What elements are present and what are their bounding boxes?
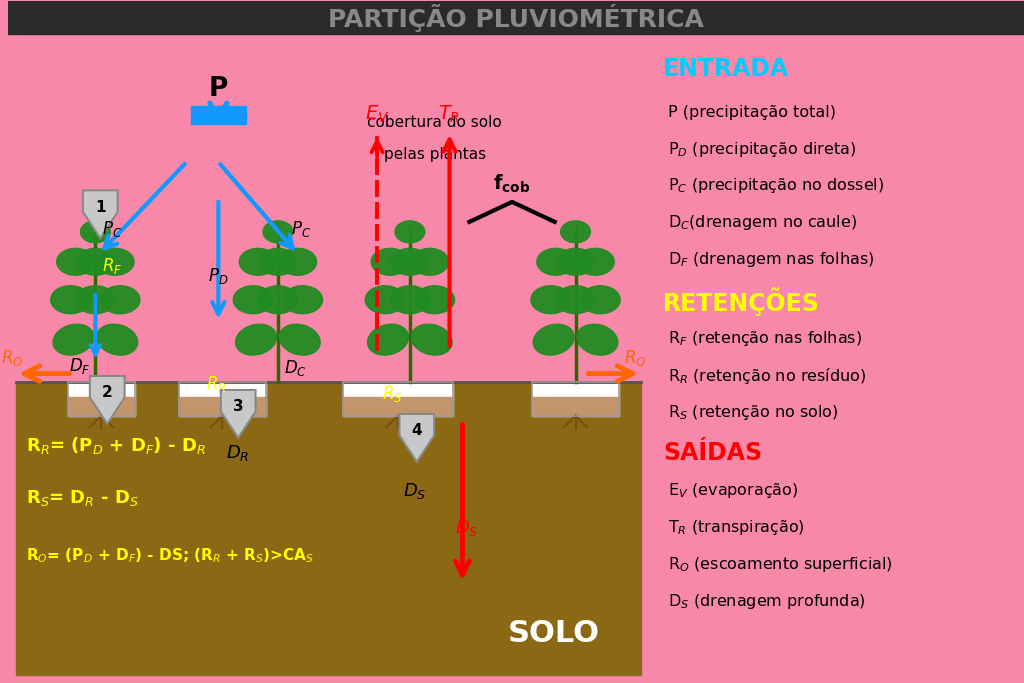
Bar bbox=[68, 382, 135, 415]
Text: PARTIÇÃO PLUVIOMÉTRICA: PARTIÇÃO PLUVIOMÉTRICA bbox=[328, 4, 703, 32]
Ellipse shape bbox=[279, 249, 316, 275]
Bar bbox=[343, 382, 453, 415]
Ellipse shape bbox=[56, 249, 94, 275]
Text: ENTRADA: ENTRADA bbox=[663, 57, 790, 81]
Ellipse shape bbox=[561, 221, 591, 243]
Text: $R_S$: $R_S$ bbox=[382, 384, 402, 404]
Ellipse shape bbox=[530, 285, 570, 313]
Text: $D_F$: $D_F$ bbox=[69, 356, 90, 376]
Text: RETENÇÕES: RETENÇÕES bbox=[663, 288, 820, 316]
Text: SAÍDAS: SAÍDAS bbox=[663, 441, 762, 465]
Ellipse shape bbox=[534, 324, 574, 355]
Bar bbox=[68, 382, 135, 415]
Text: $P_C$: $P_C$ bbox=[102, 219, 122, 239]
Ellipse shape bbox=[391, 249, 429, 275]
Ellipse shape bbox=[259, 249, 297, 275]
Ellipse shape bbox=[236, 324, 276, 355]
Ellipse shape bbox=[556, 285, 595, 313]
Text: $R_F$: $R_F$ bbox=[102, 256, 123, 276]
Ellipse shape bbox=[395, 221, 425, 243]
Ellipse shape bbox=[53, 324, 94, 355]
Text: R$_S$= D$_R$ - D$_S$: R$_S$= D$_R$ - D$_S$ bbox=[26, 488, 139, 508]
Text: R$_S$ (retenção no solo): R$_S$ (retenção no solo) bbox=[668, 403, 839, 422]
Ellipse shape bbox=[96, 249, 134, 275]
Bar bbox=[178, 397, 266, 415]
Text: R$_R$= (P$_D$ + D$_F$) - D$_R$: R$_R$= (P$_D$ + D$_F$) - D$_R$ bbox=[26, 435, 206, 456]
Ellipse shape bbox=[537, 249, 574, 275]
Ellipse shape bbox=[366, 285, 404, 313]
Text: P$_C$ (precipitação no dossel): P$_C$ (precipitação no dossel) bbox=[668, 176, 884, 195]
Bar bbox=[178, 382, 266, 415]
Ellipse shape bbox=[415, 285, 455, 313]
Ellipse shape bbox=[77, 249, 115, 275]
Text: $D_C$: $D_C$ bbox=[285, 358, 307, 378]
Polygon shape bbox=[399, 414, 434, 462]
Text: $D_S$: $D_S$ bbox=[403, 482, 427, 501]
Polygon shape bbox=[221, 390, 256, 438]
Ellipse shape bbox=[368, 324, 409, 355]
Bar bbox=[343, 382, 453, 415]
Text: D$_F$ (drenagem nas folhas): D$_F$ (drenagem nas folhas) bbox=[668, 250, 874, 269]
Text: $R_O$: $R_O$ bbox=[624, 348, 646, 367]
Ellipse shape bbox=[76, 285, 115, 313]
Polygon shape bbox=[90, 376, 125, 424]
Bar bbox=[16, 382, 641, 675]
Text: cobertura do solo: cobertura do solo bbox=[368, 115, 502, 130]
Ellipse shape bbox=[263, 221, 293, 243]
Text: $R_R$: $R_R$ bbox=[206, 374, 226, 393]
Text: $\mathbf{P}$: $\mathbf{P}$ bbox=[208, 76, 228, 102]
Ellipse shape bbox=[81, 221, 111, 243]
Text: R$_R$ (retenção no resíduo): R$_R$ (retenção no resíduo) bbox=[668, 365, 866, 386]
Text: $E_V$: $E_V$ bbox=[365, 103, 389, 125]
Bar bbox=[178, 382, 266, 415]
Ellipse shape bbox=[283, 285, 323, 313]
Text: pelas plantas: pelas plantas bbox=[384, 147, 485, 161]
Text: $\mathbf{f_{cob}}$: $\mathbf{f_{cob}}$ bbox=[494, 173, 530, 195]
Bar bbox=[343, 397, 453, 415]
Ellipse shape bbox=[371, 249, 409, 275]
Ellipse shape bbox=[412, 324, 453, 355]
Text: 2: 2 bbox=[101, 385, 113, 400]
Ellipse shape bbox=[557, 249, 594, 275]
Ellipse shape bbox=[233, 285, 273, 313]
Text: R$_O$ (escoamento superficial): R$_O$ (escoamento superficial) bbox=[668, 555, 893, 574]
Text: R$_F$ (retenção nas folhas): R$_F$ (retenção nas folhas) bbox=[668, 329, 862, 348]
Bar bbox=[531, 382, 620, 415]
Text: $R_O$: $R_O$ bbox=[1, 348, 24, 367]
Ellipse shape bbox=[577, 324, 617, 355]
Text: D$_S$ (drenagem profunda): D$_S$ (drenagem profunda) bbox=[668, 591, 865, 611]
Text: R$_O$= (P$_D$ + D$_F$) - DS; (R$_R$ + R$_S$)>CA$_S$: R$_O$= (P$_D$ + D$_F$) - DS; (R$_R$ + R$… bbox=[26, 546, 314, 565]
Ellipse shape bbox=[96, 324, 137, 355]
Text: T$_R$ (transpiração): T$_R$ (transpiração) bbox=[668, 518, 805, 537]
Text: $D_S$: $D_S$ bbox=[455, 518, 478, 538]
Text: 4: 4 bbox=[412, 423, 422, 438]
Bar bbox=[531, 397, 620, 415]
Text: $T_R$: $T_R$ bbox=[438, 103, 461, 125]
Ellipse shape bbox=[390, 285, 430, 313]
Text: $P_C$: $P_C$ bbox=[291, 219, 310, 239]
Text: P (precipitação total): P (precipitação total) bbox=[668, 104, 836, 120]
Ellipse shape bbox=[258, 285, 298, 313]
FancyArrow shape bbox=[191, 106, 246, 124]
Text: D$_C$(drenagem no caule): D$_C$(drenagem no caule) bbox=[668, 213, 857, 232]
Ellipse shape bbox=[50, 285, 90, 313]
Text: E$_V$ (evaporação): E$_V$ (evaporação) bbox=[668, 481, 799, 500]
Bar bbox=[8, 1, 1024, 34]
Ellipse shape bbox=[411, 249, 449, 275]
Text: 3: 3 bbox=[232, 400, 244, 414]
Ellipse shape bbox=[280, 324, 321, 355]
Ellipse shape bbox=[577, 249, 614, 275]
Bar bbox=[531, 382, 620, 415]
Text: SOLO: SOLO bbox=[508, 619, 600, 647]
Bar bbox=[68, 397, 135, 415]
Text: $P_D$: $P_D$ bbox=[208, 266, 228, 285]
Ellipse shape bbox=[581, 285, 621, 313]
Ellipse shape bbox=[240, 249, 276, 275]
Text: 1: 1 bbox=[95, 199, 105, 214]
Polygon shape bbox=[83, 191, 118, 238]
Text: $D_R$: $D_R$ bbox=[226, 443, 250, 464]
Text: P$_D$ (precipitação direta): P$_D$ (precipitação direta) bbox=[668, 139, 856, 158]
Ellipse shape bbox=[100, 285, 140, 313]
